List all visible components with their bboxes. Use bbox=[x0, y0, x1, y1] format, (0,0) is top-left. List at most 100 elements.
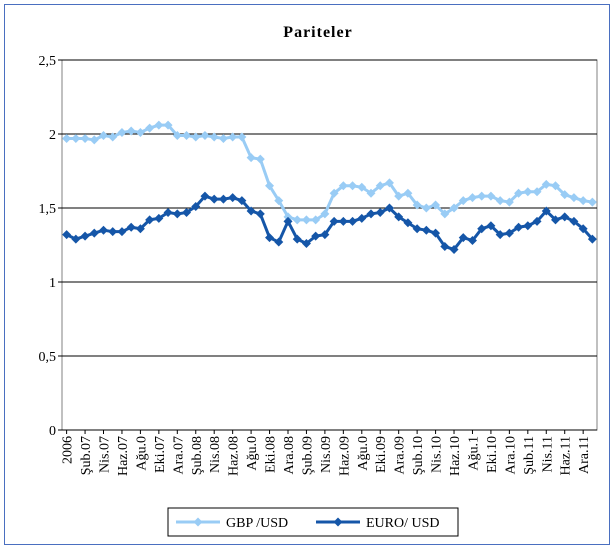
point-marker bbox=[246, 206, 256, 216]
point-marker bbox=[560, 212, 570, 222]
series-line bbox=[65, 194, 594, 252]
x-tick-label: Eki.08 bbox=[264, 436, 279, 473]
point-marker bbox=[348, 181, 358, 191]
point-marker bbox=[126, 126, 136, 136]
y-tick-label: 2,5 bbox=[39, 54, 57, 69]
point-marker bbox=[172, 130, 182, 140]
point-marker bbox=[283, 216, 293, 226]
point-marker bbox=[255, 209, 265, 219]
point-marker bbox=[182, 207, 192, 217]
point-marker bbox=[550, 215, 560, 225]
x-tick-label: Nis.11 bbox=[540, 436, 555, 472]
point-marker bbox=[569, 193, 579, 203]
point-marker bbox=[384, 178, 394, 188]
point-marker bbox=[578, 224, 588, 234]
legend-label: EURO/ USD bbox=[366, 516, 440, 531]
point-marker bbox=[274, 196, 284, 206]
point-marker bbox=[80, 133, 90, 143]
point-marker bbox=[523, 187, 533, 197]
point-marker bbox=[366, 209, 376, 219]
x-tick-label: Nis.07 bbox=[98, 436, 113, 473]
point-marker bbox=[135, 224, 145, 234]
point-marker bbox=[301, 215, 311, 225]
legend-marker bbox=[193, 517, 203, 527]
point-marker bbox=[375, 207, 385, 217]
point-marker bbox=[357, 182, 367, 192]
x-tick-label: Haz.08 bbox=[227, 436, 242, 476]
x-tick-label: Ara.07 bbox=[171, 436, 186, 475]
x-tick-label: Nis.10 bbox=[430, 436, 445, 473]
point-marker bbox=[394, 191, 404, 201]
x-tick-label: Şub.11 bbox=[522, 436, 537, 475]
x-tick-label: Eki.10 bbox=[485, 436, 500, 473]
point-marker bbox=[200, 191, 210, 201]
y-tick-label: 0 bbox=[49, 424, 56, 439]
point-marker bbox=[182, 130, 192, 140]
point-marker bbox=[99, 225, 109, 235]
point-marker bbox=[338, 181, 348, 191]
point-marker bbox=[394, 212, 404, 222]
x-tick-label: Ara.11 bbox=[577, 436, 592, 474]
point-marker bbox=[477, 191, 487, 201]
point-marker bbox=[477, 224, 487, 234]
point-marker bbox=[329, 216, 339, 226]
point-marker bbox=[126, 222, 136, 232]
point-marker bbox=[449, 203, 459, 213]
point-marker bbox=[265, 233, 275, 243]
x-tick-label: Haz.07 bbox=[116, 436, 131, 476]
point-marker bbox=[301, 239, 311, 249]
point-marker bbox=[228, 193, 238, 203]
point-marker bbox=[458, 196, 468, 206]
x-tick-label: Ağu.1 bbox=[466, 436, 481, 471]
x-tick-label: Ağu.0 bbox=[356, 436, 371, 471]
point-marker bbox=[108, 132, 118, 142]
point-marker bbox=[458, 233, 468, 243]
point-marker bbox=[218, 133, 228, 143]
series-line bbox=[66, 123, 593, 222]
point-marker bbox=[172, 209, 182, 219]
point-marker bbox=[578, 196, 588, 206]
x-tick-label: Ara.09 bbox=[393, 436, 408, 475]
point-marker bbox=[163, 207, 173, 217]
plot-area bbox=[61, 59, 598, 431]
point-marker bbox=[292, 215, 302, 225]
point-marker bbox=[384, 203, 394, 213]
x-tick-label: Şub.09 bbox=[300, 436, 315, 475]
x-tick-label: 2006 bbox=[61, 436, 76, 464]
point-marker bbox=[311, 231, 321, 241]
point-marker bbox=[99, 130, 109, 140]
point-marker bbox=[246, 153, 256, 163]
point-marker bbox=[154, 120, 164, 130]
x-tick-label: Haz.11 bbox=[559, 436, 574, 476]
point-marker bbox=[117, 128, 127, 138]
point-marker bbox=[145, 215, 155, 225]
x-tick-label: Ara.10 bbox=[503, 436, 518, 475]
point-marker bbox=[237, 132, 247, 142]
point-marker bbox=[329, 188, 339, 198]
point-marker bbox=[403, 218, 413, 228]
point-marker bbox=[62, 230, 72, 240]
x-tick-label: Haz.09 bbox=[337, 436, 352, 476]
point-marker bbox=[200, 130, 210, 140]
point-marker bbox=[135, 128, 145, 138]
point-marker bbox=[71, 133, 81, 143]
point-marker bbox=[209, 132, 219, 142]
point-marker bbox=[541, 206, 551, 216]
point-marker bbox=[255, 154, 265, 164]
y-tick-label: 0,5 bbox=[39, 350, 57, 365]
point-marker bbox=[89, 228, 99, 238]
point-marker bbox=[209, 194, 219, 204]
point-marker bbox=[117, 227, 127, 237]
point-marker bbox=[311, 215, 321, 225]
point-marker bbox=[80, 231, 90, 241]
point-marker bbox=[357, 213, 367, 223]
point-marker bbox=[375, 181, 385, 191]
point-marker bbox=[191, 132, 201, 142]
point-marker bbox=[145, 123, 155, 133]
point-marker bbox=[467, 193, 477, 203]
point-marker bbox=[228, 132, 238, 142]
x-tick-label: Ara.08 bbox=[282, 436, 297, 475]
point-marker bbox=[366, 188, 376, 198]
point-marker bbox=[292, 234, 302, 244]
point-marker bbox=[440, 209, 450, 219]
